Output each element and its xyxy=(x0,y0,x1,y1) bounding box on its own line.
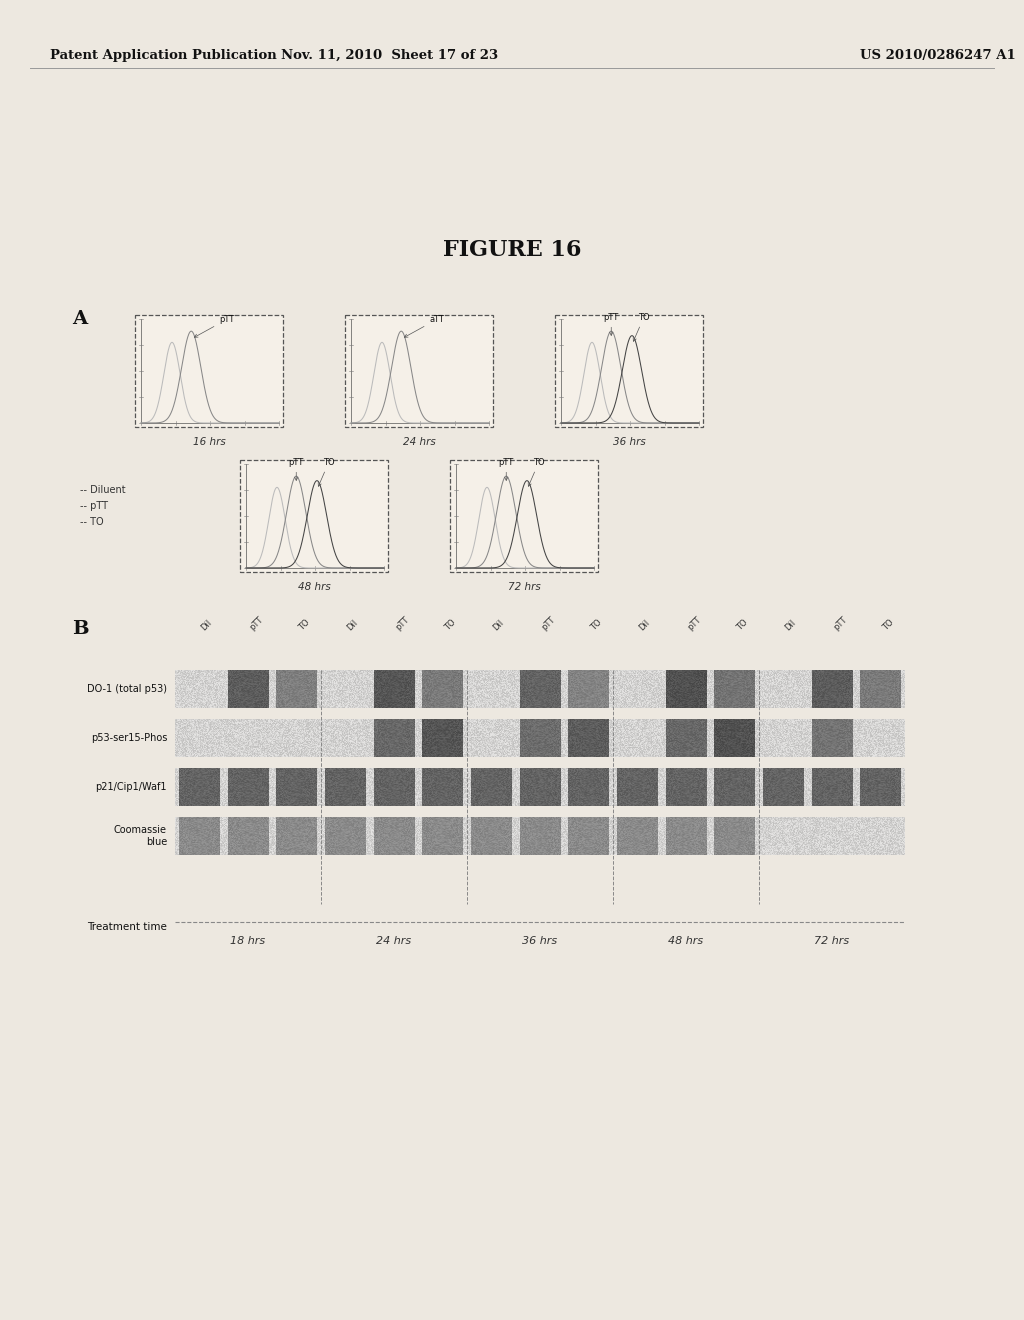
Text: pTT: pTT xyxy=(603,313,618,335)
Text: Coomassie
blue: Coomassie blue xyxy=(114,825,167,847)
Text: 48 hrs: 48 hrs xyxy=(298,582,331,591)
Text: FIGURE 16: FIGURE 16 xyxy=(442,239,582,261)
Text: pTT: pTT xyxy=(394,615,412,632)
Bar xyxy=(450,459,598,572)
Text: DO-1 (total p53): DO-1 (total p53) xyxy=(87,684,167,694)
Text: -- Diluent: -- Diluent xyxy=(80,484,126,495)
Text: 24 hrs: 24 hrs xyxy=(377,936,412,946)
Text: 36 hrs: 36 hrs xyxy=(612,437,645,447)
Text: TO: TO xyxy=(589,618,603,632)
Text: -- pTT: -- pTT xyxy=(80,502,108,511)
Text: p21/Cip1/Waf1: p21/Cip1/Waf1 xyxy=(95,781,167,792)
Text: pTT: pTT xyxy=(289,458,304,480)
Text: TO: TO xyxy=(633,313,649,342)
Text: Nov. 11, 2010  Sheet 17 of 23: Nov. 11, 2010 Sheet 17 of 23 xyxy=(282,49,499,62)
Text: A: A xyxy=(72,310,87,327)
Text: TO: TO xyxy=(318,458,335,486)
Text: TO: TO xyxy=(297,618,311,632)
Text: 24 hrs: 24 hrs xyxy=(402,437,435,447)
Text: 72 hrs: 72 hrs xyxy=(814,936,850,946)
Text: -- TO: -- TO xyxy=(80,517,103,527)
Text: pTT: pTT xyxy=(195,315,234,338)
Text: aTT: aTT xyxy=(404,315,444,338)
Text: TO: TO xyxy=(442,618,458,632)
Text: 36 hrs: 36 hrs xyxy=(522,936,557,946)
Text: Treatment time: Treatment time xyxy=(87,921,167,932)
Text: Dil: Dil xyxy=(345,618,359,632)
Text: TO: TO xyxy=(734,618,750,632)
Text: Dil: Dil xyxy=(783,618,798,632)
Text: pTT: pTT xyxy=(686,615,703,632)
Text: Dil: Dil xyxy=(492,618,506,632)
Text: US 2010/0286247 A1: US 2010/0286247 A1 xyxy=(860,49,1016,62)
Text: 16 hrs: 16 hrs xyxy=(193,437,225,447)
Text: Dil: Dil xyxy=(200,618,214,632)
Text: 48 hrs: 48 hrs xyxy=(669,936,703,946)
Text: B: B xyxy=(72,620,89,638)
Text: p53-ser15-Phos: p53-ser15-Phos xyxy=(91,733,167,743)
Text: Dil: Dil xyxy=(637,618,651,632)
Text: 18 hrs: 18 hrs xyxy=(230,936,265,946)
Text: TO: TO xyxy=(528,458,545,486)
Bar xyxy=(135,315,283,426)
Text: pTT: pTT xyxy=(831,615,849,632)
Bar xyxy=(555,315,703,426)
Text: pTT: pTT xyxy=(540,615,557,632)
Text: pTT: pTT xyxy=(499,458,514,480)
Text: 72 hrs: 72 hrs xyxy=(508,582,541,591)
Bar xyxy=(345,315,493,426)
Text: pTT: pTT xyxy=(248,615,265,632)
Bar xyxy=(240,459,388,572)
Text: TO: TO xyxy=(881,618,895,632)
Text: Patent Application Publication: Patent Application Publication xyxy=(50,49,276,62)
